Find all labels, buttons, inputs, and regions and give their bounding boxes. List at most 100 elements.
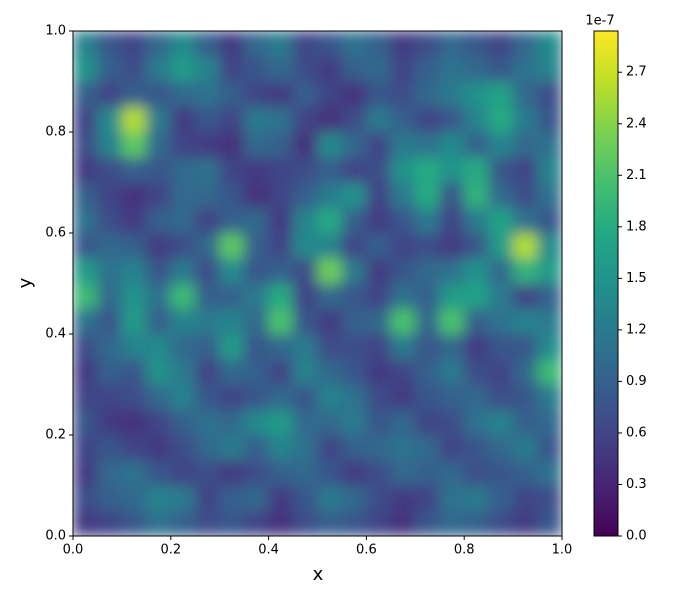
heat-cell: [292, 358, 318, 385]
heat-cell: [170, 384, 196, 411]
heat-cell: [194, 434, 220, 461]
heat-cell: [537, 333, 562, 360]
heat-cell: [317, 434, 343, 461]
heat-cell: [390, 409, 416, 436]
heat-cell: [219, 182, 245, 209]
colorbar-step: [594, 476, 618, 482]
heat-cell: [292, 257, 318, 284]
heat-cell: [194, 55, 220, 82]
heat-cell: [97, 409, 123, 436]
colorbar-step: [594, 135, 618, 141]
colorbar-step: [594, 236, 618, 242]
heat-cell: [415, 308, 441, 335]
heat-cell: [463, 485, 489, 512]
heat-cell: [366, 81, 392, 108]
heat-cell: [439, 333, 465, 360]
colorbar-step: [594, 51, 618, 57]
colorbar-step: [594, 278, 618, 284]
heat-cell: [194, 31, 220, 57]
heat-cell: [243, 333, 269, 360]
heat-cell: [463, 232, 489, 259]
heat-cell: [97, 81, 123, 108]
heat-cell: [170, 358, 196, 385]
heat-cell: [243, 81, 269, 108]
heat-cell: [341, 358, 367, 385]
heat-cell: [268, 358, 294, 385]
heat-cell: [97, 106, 123, 133]
y-axis-label: y: [15, 277, 36, 288]
heat-cell: [219, 131, 245, 158]
colorbar-step: [594, 241, 618, 246]
colorbar-step: [594, 224, 618, 230]
colorbar-step: [594, 60, 618, 65]
heat-cell: [512, 358, 538, 385]
heat-cell: [317, 308, 343, 335]
heat-cell: [219, 257, 245, 284]
heat-cell: [341, 384, 367, 411]
heat-cell: [268, 31, 294, 57]
heat-cell: [439, 283, 465, 310]
heat-cell: [390, 308, 416, 335]
heat-cell: [341, 131, 367, 158]
colorbar-step: [594, 110, 618, 116]
heat-cell: [463, 333, 489, 360]
heat-cell: [243, 308, 269, 335]
heat-cell: [488, 485, 514, 512]
heat-cell: [219, 232, 245, 259]
heat-cell: [219, 283, 245, 310]
colorbar-step: [594, 514, 618, 520]
heat-cell: [512, 283, 538, 310]
heat-cell: [439, 232, 465, 259]
heat-cell: [170, 131, 196, 158]
heat-cell: [537, 31, 562, 57]
heat-cell: [292, 409, 318, 436]
heat-cell: [488, 409, 514, 436]
heat-cell: [317, 459, 343, 486]
heat-cell: [341, 333, 367, 360]
colorbar-step: [594, 152, 618, 158]
heat-cell: [390, 459, 416, 486]
heat-cell: [439, 182, 465, 209]
x-tick-label: 0.0: [63, 543, 84, 558]
colorbar-step: [594, 409, 618, 415]
heat-cell: [415, 510, 441, 536]
heat-cell: [194, 131, 220, 158]
heat-cell: [243, 207, 269, 234]
heat-cell: [170, 207, 196, 234]
colorbar-step: [594, 379, 618, 385]
heat-cell: [537, 485, 562, 512]
colorbar-step: [594, 207, 618, 213]
colorbar-step: [594, 39, 618, 44]
heat-cell: [146, 131, 172, 158]
heat-cell: [488, 510, 514, 536]
heat-cell: [243, 459, 269, 486]
colorbar-step: [594, 245, 618, 251]
y-tick-label: 0.8: [45, 125, 66, 140]
heat-cell: [292, 434, 318, 461]
heat-cell: [121, 31, 147, 57]
heat-cell: [439, 81, 465, 108]
heat-cell: [366, 434, 392, 461]
heat-cell: [268, 485, 294, 512]
heat-cell: [488, 55, 514, 82]
colorbar-step: [594, 64, 618, 70]
heat-cell: [415, 434, 441, 461]
colorbar-step: [594, 211, 618, 217]
colorbar-step: [594, 156, 618, 162]
heat-cell: [97, 257, 123, 284]
colorbar-step: [594, 93, 618, 99]
colorbar-step: [594, 249, 618, 255]
heat-cell: [146, 232, 172, 259]
heat-cell: [512, 459, 538, 486]
heat-cell: [146, 283, 172, 310]
colorbar-step: [594, 119, 618, 124]
heat-cell: [97, 283, 123, 310]
heat-cell: [73, 55, 98, 82]
colorbar-step: [594, 472, 618, 478]
heat-cell: [268, 409, 294, 436]
colorbar-step: [594, 140, 618, 145]
heat-cell: [146, 55, 172, 82]
heat-cell: [292, 308, 318, 335]
heat-cell: [219, 207, 245, 234]
heat-cell: [488, 182, 514, 209]
